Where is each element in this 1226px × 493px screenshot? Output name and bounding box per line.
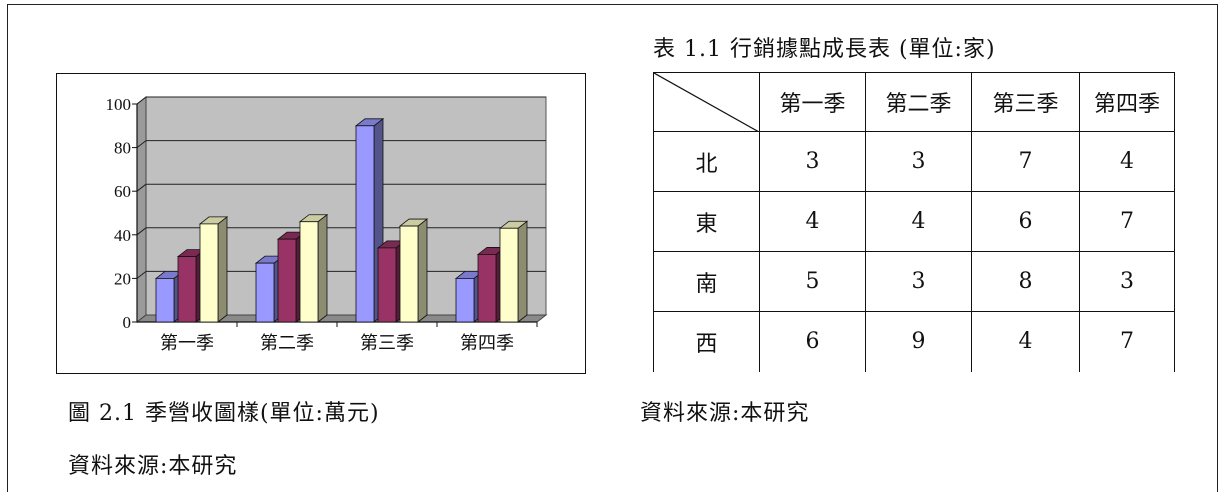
figure-source: 資料來源:本研究 [68, 454, 238, 479]
column-header: 第二季 [865, 72, 972, 132]
table-row: 北 3 3 7 4 [653, 131, 1175, 192]
bar [177, 256, 197, 323]
diagonal-line [654, 73, 759, 132]
table-cell: 8 [971, 251, 1080, 312]
bar [377, 247, 397, 323]
table-row: 西 6 9 4 7 [653, 311, 1175, 372]
plot-side-wall [136, 95, 147, 324]
gridline-side [136, 140, 147, 148]
x-tick-label: 第一季 [160, 333, 214, 354]
table-cell: 7 [971, 131, 1080, 192]
table-cell: 4 [1079, 131, 1175, 192]
table-cell: 3 [759, 131, 866, 192]
gridline-side [136, 96, 147, 105]
bar [455, 277, 475, 323]
table-source: 資料來源:本研究 [640, 401, 810, 426]
x-tick-label: 第四季 [460, 333, 514, 354]
row-header: 北 [653, 131, 760, 192]
bar [399, 225, 419, 323]
table-cell: 3 [1079, 251, 1175, 312]
bar [299, 221, 319, 323]
bar [477, 254, 497, 323]
bar-side [417, 218, 428, 323]
row-header: 東 [653, 191, 760, 252]
column-header: 第三季 [971, 72, 1080, 132]
table-cell: 4 [865, 191, 972, 252]
document-page: 0 20 40 60 80 100 第一季 第二季 第三季 第四季 圖 2.1 季營收圖樣(單位:… [7, 4, 1218, 492]
y-tick-label: 0 [123, 313, 132, 332]
table-cell: 4 [971, 311, 1080, 372]
y-tick-label: 100 [106, 95, 132, 114]
table-cell: 6 [759, 311, 866, 372]
bar [155, 277, 175, 323]
gridline-side [136, 227, 147, 236]
bar [277, 238, 297, 323]
x-tick-label: 第三季 [360, 333, 414, 354]
bar-side [317, 213, 328, 323]
table-cell: 6 [971, 191, 1080, 252]
table-cell: 9 [865, 311, 972, 372]
table-header-row: 第一季 第二季 第三季 第四季 [653, 72, 1175, 132]
table-cell: 7 [1079, 191, 1175, 252]
y-tick-label: 40 [114, 226, 131, 245]
bar [255, 262, 275, 323]
y-tick-label: 60 [114, 182, 131, 201]
bar-side [217, 216, 228, 323]
figure-caption: 圖 2.1 季營收圖樣(單位:萬元) [68, 401, 380, 426]
table-corner-cell [653, 72, 760, 132]
bar [355, 125, 375, 323]
table-row: 東 4 4 6 7 [653, 191, 1175, 252]
bar [199, 223, 219, 323]
row-header: 西 [653, 311, 760, 372]
y-tick-label: 20 [114, 269, 131, 288]
table-cell: 7 [1079, 311, 1175, 372]
x-tick-label: 第二季 [260, 333, 314, 354]
column-header: 第一季 [759, 72, 866, 132]
table-cell: 3 [865, 251, 972, 312]
bar [499, 227, 519, 323]
bar-chart: 0 20 40 60 80 100 第一季 第二季 第三季 第四季 [106, 95, 548, 354]
data-table: 第一季 第二季 第三季 第四季 北 3 3 7 4 東 4 4 6 7 南 5 … [653, 72, 1175, 372]
column-header: 第四季 [1079, 72, 1175, 132]
table-cell: 3 [865, 131, 972, 192]
bar-side [517, 220, 528, 323]
y-tick-label: 80 [114, 139, 131, 158]
table-title: 表 1.1 行銷據點成長表 (單位:家) [653, 37, 996, 62]
table-cell: 4 [759, 191, 866, 252]
row-header: 南 [653, 251, 760, 312]
table-cell: 5 [759, 251, 866, 312]
table-row: 南 5 3 8 3 [653, 251, 1175, 312]
chart-frame: 0 20 40 60 80 100 第一季 第二季 第三季 第四季 [56, 73, 586, 374]
gridline-side [136, 183, 147, 192]
gridline-side [136, 271, 147, 279]
